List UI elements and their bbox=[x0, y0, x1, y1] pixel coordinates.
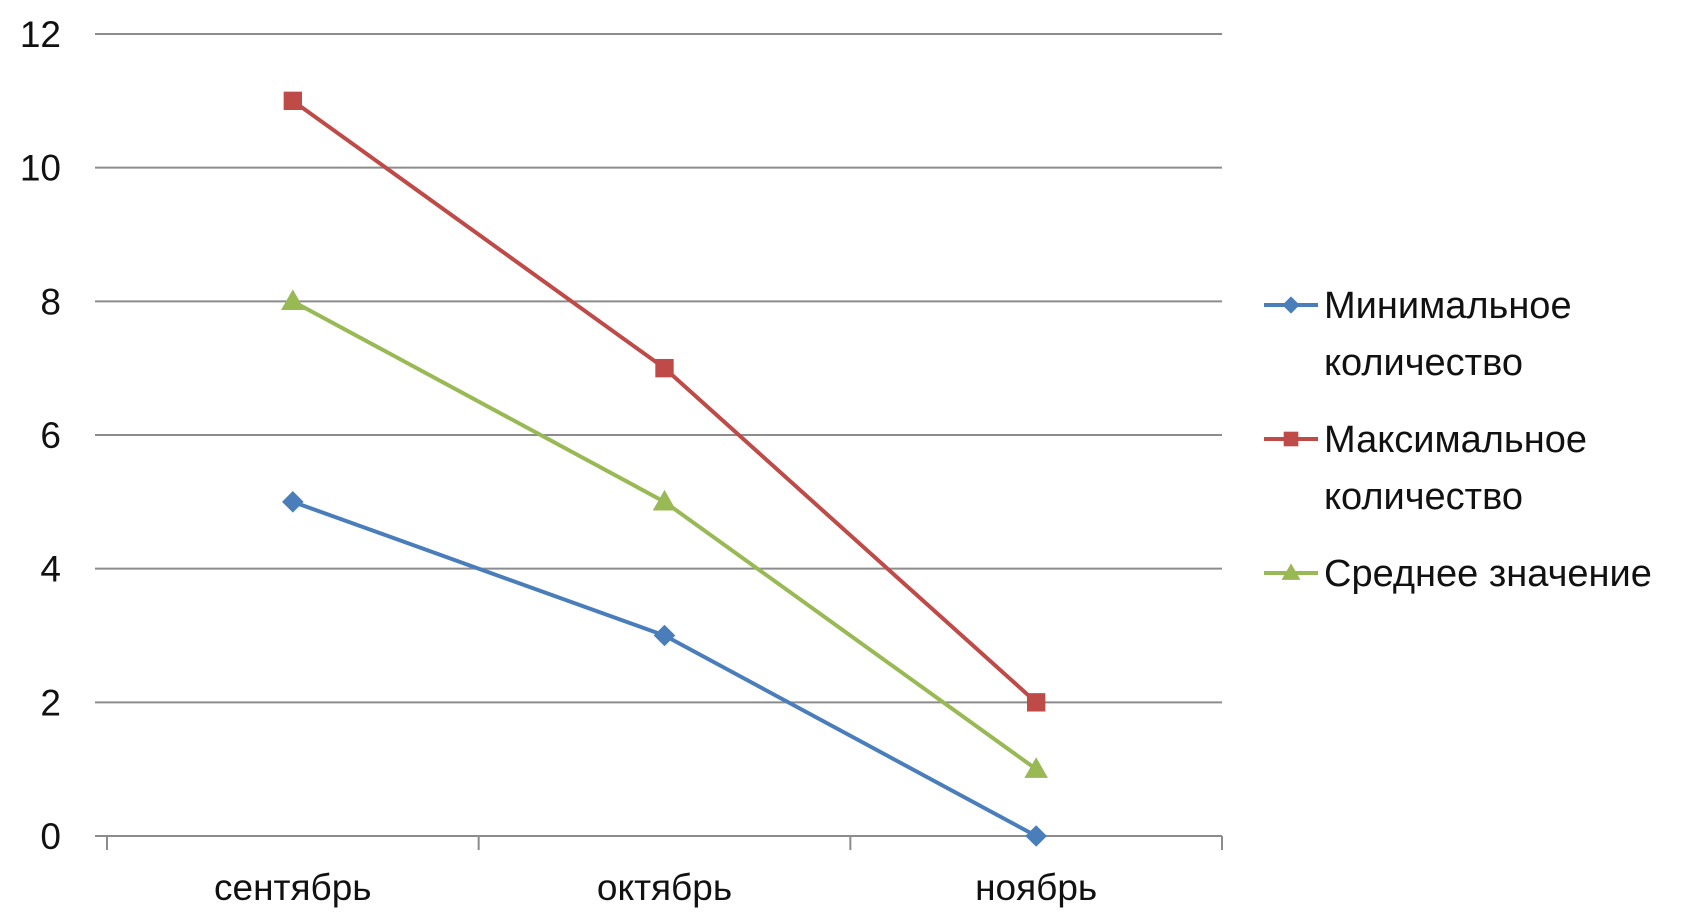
legend-marker bbox=[1281, 563, 1301, 580]
series-line bbox=[291, 99, 1038, 704]
legend-label: количество bbox=[1324, 342, 1523, 384]
series-1 bbox=[282, 491, 1047, 847]
legend-label: Максимальное bbox=[1324, 419, 1587, 461]
legend-marker bbox=[1282, 296, 1300, 314]
legend-label: Минимальное bbox=[1324, 285, 1572, 327]
series-3 bbox=[281, 289, 1048, 778]
y-tick-label: 10 bbox=[20, 148, 61, 189]
data-point bbox=[653, 624, 676, 647]
y-tick-label: 8 bbox=[40, 281, 61, 322]
legend-label: Среднее значение bbox=[1324, 553, 1652, 595]
legend-marker bbox=[1283, 431, 1299, 447]
legend-entry: Минимальное количество bbox=[1264, 285, 1572, 384]
y-tick-label: 0 bbox=[40, 816, 61, 857]
series-line bbox=[292, 499, 1038, 838]
y-axis-ticks: 0 2 4 6 8 10 12 bbox=[20, 14, 61, 857]
y-tick-label: 6 bbox=[40, 415, 61, 456]
legend-entry: Среднее значение bbox=[1264, 553, 1652, 595]
y-tick-label: 12 bbox=[20, 14, 61, 55]
x-category-label: октябрь bbox=[597, 867, 732, 908]
x-category-label: сентябрь bbox=[214, 867, 372, 908]
data-point bbox=[281, 289, 305, 311]
x-axis-labels: сентябрь октябрь ноябрь bbox=[214, 867, 1097, 908]
legend-entry: Максимальное количество bbox=[1264, 419, 1587, 518]
data-point bbox=[655, 358, 674, 378]
series-2 bbox=[283, 91, 1046, 712]
x-category-label: ноябрь bbox=[975, 867, 1097, 908]
data-point bbox=[1025, 825, 1047, 847]
axes bbox=[95, 835, 1223, 850]
data-point bbox=[1026, 693, 1046, 712]
legend-label: количество bbox=[1324, 476, 1523, 518]
data-point bbox=[1024, 757, 1048, 778]
data-point bbox=[652, 489, 677, 511]
legend: Минимальное количество Максимальное количес… bbox=[1264, 285, 1652, 595]
series bbox=[281, 91, 1048, 847]
data-point bbox=[283, 91, 303, 111]
data-point bbox=[282, 491, 304, 513]
y-tick-label: 4 bbox=[40, 549, 61, 590]
y-tick-label: 2 bbox=[40, 682, 61, 723]
